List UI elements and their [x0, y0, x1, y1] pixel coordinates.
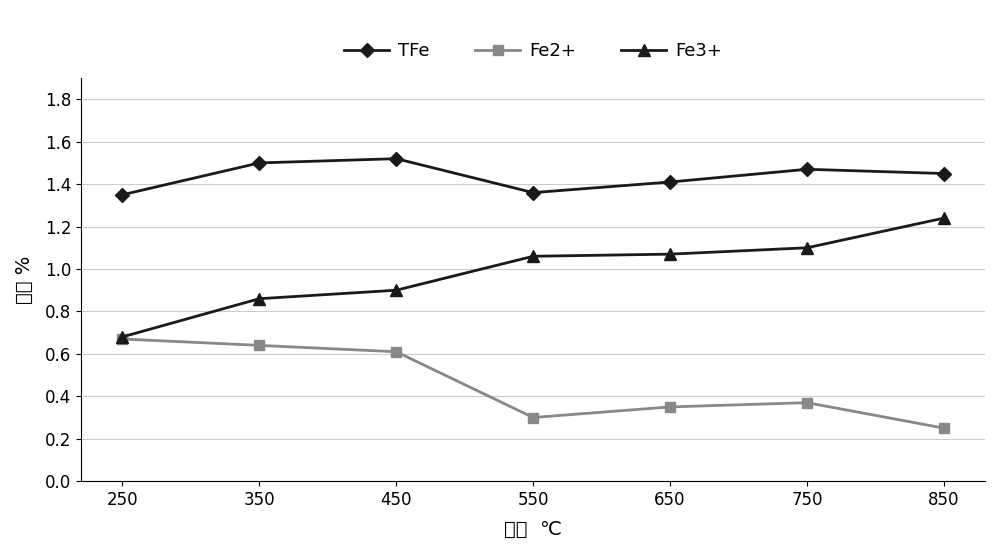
X-axis label: 温度  ℃: 温度 ℃: [504, 520, 562, 539]
Fe3+: [253, 295, 265, 302]
TFe: [116, 192, 128, 198]
Fe2+: [527, 414, 539, 421]
Line: Fe3+: Fe3+: [117, 213, 949, 342]
TFe: [664, 179, 676, 186]
Fe2+: [801, 399, 813, 406]
Fe3+: [527, 253, 539, 260]
Fe3+: [664, 251, 676, 258]
Fe2+: [390, 348, 402, 355]
Line: TFe: TFe: [118, 154, 949, 199]
TFe: [801, 166, 813, 173]
TFe: [527, 189, 539, 196]
Y-axis label: 含量 %: 含量 %: [15, 255, 34, 304]
Fe2+: [253, 342, 265, 348]
Fe3+: [801, 244, 813, 251]
Line: Fe2+: Fe2+: [118, 334, 949, 433]
Fe2+: [116, 336, 128, 342]
Fe3+: [390, 287, 402, 294]
Fe3+: [938, 215, 950, 222]
Fe2+: [664, 403, 676, 410]
TFe: [390, 155, 402, 162]
Fe3+: [116, 334, 128, 340]
TFe: [938, 170, 950, 177]
Fe2+: [938, 425, 950, 432]
Legend: TFe, Fe2+, Fe3+: TFe, Fe2+, Fe3+: [337, 35, 729, 67]
TFe: [253, 160, 265, 166]
